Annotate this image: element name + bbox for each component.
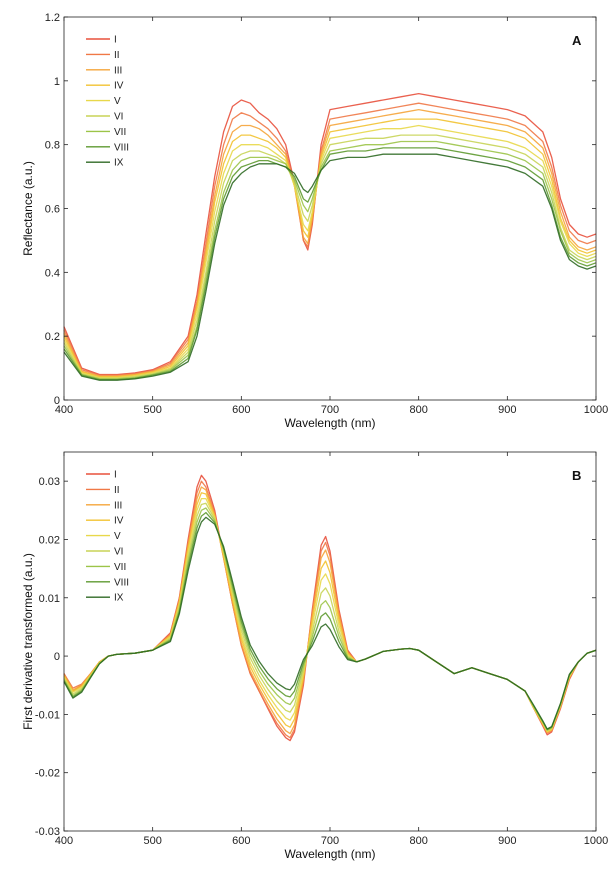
x-tick-label: 600 (232, 404, 250, 416)
y-tick-label: 0 (54, 395, 60, 407)
legend-label-vi: VI (114, 112, 123, 123)
series-line-iv (63, 118, 597, 378)
legend-label-ix: IX (114, 158, 124, 169)
series-line-viii (63, 147, 597, 381)
series-line-iii (63, 486, 597, 735)
series-line-vii (63, 140, 597, 380)
panel-label: A (572, 33, 582, 48)
series-line-v (63, 124, 597, 379)
x-tick-label: 500 (143, 835, 161, 847)
x-tick-label: 1000 (584, 404, 608, 416)
series-line-iii (63, 108, 597, 377)
x-tick-label: 900 (498, 404, 516, 416)
x-tick-label: 700 (321, 404, 339, 416)
y-tick-label: 0.4 (45, 267, 60, 279)
y-tick-label: 1.2 (45, 12, 60, 24)
y-axis-label: First derivative transformed (a.u.) (21, 553, 35, 730)
y-tick-label: 0.2 (45, 331, 60, 343)
series-line-iv (63, 492, 597, 733)
y-tick-label: 0.01 (39, 593, 60, 605)
series-lines (63, 474, 597, 742)
series-line-vi (63, 134, 597, 379)
x-tick-label: 400 (55, 835, 73, 847)
plot-frame (63, 16, 597, 401)
y-tick-label: 0.8 (45, 140, 60, 152)
legend-label-vii: VII (114, 127, 126, 138)
panel-a: 400 500 600 700 800 900 1000 0 0.2 0.4 0.6 0.8 1 1.2 W… (21, 12, 608, 430)
legend-label-iv: IV (114, 516, 124, 527)
legend-label-ix: IX (114, 593, 124, 604)
series-lines (63, 92, 597, 381)
legend-label-i: I (114, 470, 117, 481)
legend-label-ii: II (114, 50, 120, 61)
x-axis-label: Wavelength (nm) (285, 416, 376, 430)
legend-label-viii: VIII (114, 142, 129, 153)
y-axis-label: Reflectance (a.u.) (21, 161, 35, 256)
y-tick-label: 0 (54, 651, 60, 663)
panel-label: B (572, 468, 581, 483)
y-tick-label: 1 (54, 76, 60, 88)
y-tick-label: -0.03 (35, 826, 60, 838)
x-axis-label: Wavelength (nm) (285, 847, 376, 861)
series-line-vi (63, 502, 597, 732)
x-tick-label: 500 (143, 404, 161, 416)
legend-label-v: V (114, 531, 121, 542)
legend-label-vii: VII (114, 562, 126, 573)
y-tick-label: -0.02 (35, 768, 60, 780)
y-tick-label: 0.02 (39, 534, 60, 546)
series-line-ii (63, 102, 597, 376)
x-tick-label: 900 (498, 835, 516, 847)
x-tick-label: 600 (232, 835, 250, 847)
x-tick-label: 700 (321, 835, 339, 847)
legend-label-vi: VI (114, 547, 123, 558)
series-line-viii (63, 511, 597, 731)
legend-label-iv: IV (114, 81, 124, 92)
y-tick-label: 0.03 (39, 476, 60, 488)
legend-label-v: V (114, 96, 121, 107)
series-line-i (63, 92, 597, 376)
x-tick-label: 800 (409, 835, 427, 847)
legend-label-ii: II (114, 485, 120, 496)
x-tick-label: 800 (409, 404, 427, 416)
series-line-ix (63, 516, 597, 730)
series-line-ix (63, 153, 597, 381)
plot-frame (63, 451, 597, 832)
legend-label-viii: VIII (114, 577, 129, 588)
legend-label-i: I (114, 35, 117, 46)
x-tick-label: 1000 (584, 835, 608, 847)
series-line-v (63, 497, 597, 732)
legend-label-iii: III (114, 500, 122, 511)
y-tick-label: 0.6 (45, 204, 60, 216)
legend-label-iii: III (114, 65, 122, 76)
x-tick-label: 400 (55, 404, 73, 416)
y-tick-label: -0.01 (35, 709, 60, 721)
panel-b: 400 500 600 700 800 900 1000 -0.03 -0.02 -0.01 0 0.… (21, 451, 608, 861)
